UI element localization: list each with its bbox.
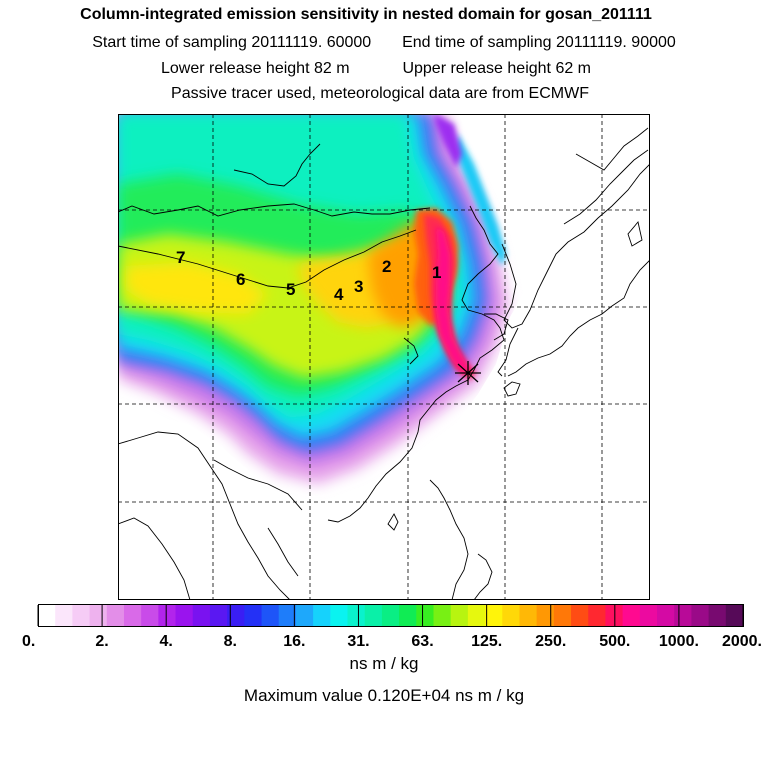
colorbar-cell bbox=[622, 605, 641, 626]
colorbar-cell bbox=[433, 605, 452, 626]
coastlines bbox=[118, 127, 650, 600]
colorbar-tick-label: 8. bbox=[224, 633, 237, 650]
colorbar-cells bbox=[38, 605, 744, 626]
sensitivity-map: 1 2 3 4 5 6 7 bbox=[118, 114, 650, 600]
release-heights: Lower release height 82 m Upper release … bbox=[0, 60, 760, 78]
colorbar-cell bbox=[89, 605, 108, 626]
colorbar-tick-label: 0. bbox=[22, 633, 35, 650]
receptor-star-icon bbox=[455, 361, 481, 385]
colorbar-cell bbox=[295, 605, 314, 626]
colorbar-tick-label: 2. bbox=[95, 633, 108, 650]
colorbar-cell bbox=[209, 605, 228, 626]
colorbar-cell bbox=[313, 605, 331, 626]
colorbar-cell bbox=[278, 605, 297, 626]
end-time: End time of sampling 20111119. 90000 bbox=[402, 34, 676, 51]
start-time: Start time of sampling 20111119. 60000 bbox=[92, 34, 372, 51]
colorbar-cell bbox=[72, 605, 91, 626]
colorbar-cell bbox=[141, 605, 159, 626]
colorbar-cell bbox=[536, 605, 555, 626]
colorbar-cell bbox=[158, 605, 177, 626]
lower-release-height: Lower release height 82 m bbox=[160, 60, 350, 77]
sensitivity-field bbox=[118, 114, 650, 600]
colorbar-cell bbox=[381, 605, 400, 626]
colorbar-cell bbox=[106, 605, 125, 626]
colorbar-cell bbox=[399, 605, 417, 626]
colorbar-unit: ns m / kg bbox=[349, 654, 419, 673]
colorbar-tick-labels: 0. 2. 4. 8. 16. 31. 63. 125. 250. 500. 1000. 2000. bbox=[22, 605, 762, 650]
cluster-label-6: 6 bbox=[236, 270, 245, 289]
colorbar-tick-label: 16. bbox=[283, 633, 305, 650]
colorbar-tick-label: 4. bbox=[160, 633, 173, 650]
colorbar-cell bbox=[192, 605, 211, 626]
colorbar-cell bbox=[416, 605, 435, 626]
colorbar-cell bbox=[725, 605, 744, 626]
colorbar-cell bbox=[330, 605, 349, 626]
colorbar-tick-label: 125. bbox=[471, 633, 502, 650]
colorbar-cell bbox=[227, 605, 245, 626]
colorbar-cell bbox=[55, 605, 73, 626]
colorbar-tick-label: 63. bbox=[411, 633, 433, 650]
cluster-label-5: 5 bbox=[286, 280, 295, 299]
lat-lon-grid bbox=[118, 114, 650, 600]
plot-title: Column-integrated emission sensitivity i… bbox=[80, 6, 652, 23]
colorbar-cell bbox=[485, 605, 503, 626]
cluster-labels: 1 2 3 4 5 6 7 bbox=[176, 248, 441, 304]
colorbar: 0. 2. 4. 8. 16. 31. 63. 125. 250. 500. 1000. 2000. bbox=[22, 604, 762, 650]
cluster-label-4: 4 bbox=[334, 285, 344, 304]
colorbar-cell bbox=[588, 605, 607, 626]
colorbar-cell bbox=[364, 605, 383, 626]
colorbar-tick-label: 2000. bbox=[722, 633, 762, 650]
colorbar-cell bbox=[467, 605, 486, 626]
colorbar-cell bbox=[244, 605, 263, 626]
colorbar-cell bbox=[175, 605, 194, 626]
colorbar-tick-label: 500. bbox=[599, 633, 630, 650]
cluster-label-3: 3 bbox=[354, 277, 363, 296]
sampling-times: Start time of sampling 20111119. 60000 E… bbox=[0, 34, 768, 52]
colorbar-cell bbox=[708, 605, 727, 626]
colorbar-cell bbox=[450, 605, 469, 626]
tracer-note: Passive tracer used, meteorological data… bbox=[171, 85, 589, 102]
maximum-value: Maximum value 0.120E+04 ns m / kg bbox=[243, 686, 525, 705]
colorbar-tick-label: 1000. bbox=[659, 633, 699, 650]
colorbar-cell bbox=[38, 605, 56, 626]
cluster-label-2: 2 bbox=[382, 257, 391, 276]
colorbar-cell bbox=[571, 605, 589, 626]
colorbar-cell bbox=[519, 605, 538, 626]
cluster-label-7: 7 bbox=[176, 248, 185, 267]
colorbar-tick-label: 250. bbox=[535, 633, 566, 650]
colorbar-tick-label: 31. bbox=[347, 633, 369, 650]
upper-release-height: Upper release height 62 m bbox=[402, 60, 592, 77]
colorbar-cell bbox=[502, 605, 521, 626]
cluster-label-1: 1 bbox=[432, 263, 441, 282]
colorbar-cell bbox=[639, 605, 658, 626]
colorbar-cell bbox=[347, 605, 366, 626]
colorbar-cell bbox=[674, 605, 693, 626]
colorbar-cell bbox=[123, 605, 142, 626]
colorbar-cell bbox=[657, 605, 675, 626]
colorbar-cell bbox=[691, 605, 710, 626]
colorbar-cell bbox=[553, 605, 572, 626]
colorbar-cell bbox=[261, 605, 280, 626]
